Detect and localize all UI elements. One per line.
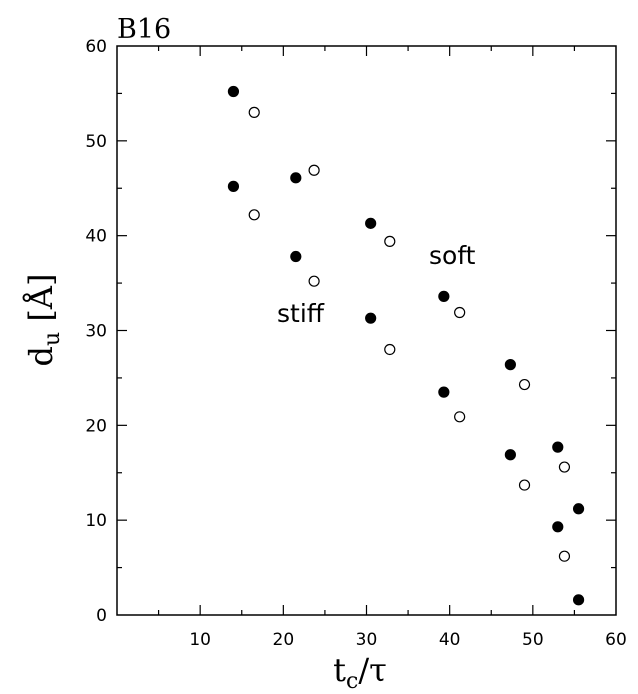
y-tick-label: 0 [96,606,107,626]
x-tick-label: 40 [439,630,461,650]
y-tick-label: 50 [85,132,107,152]
filled-data-point [365,312,377,324]
x-tick-label: 50 [522,630,544,650]
y-tick-label: 40 [85,227,107,247]
panel-label: B16 [117,14,171,45]
open-data-point [558,550,571,562]
open-data-point [384,343,396,356]
filled-data-point [365,217,377,229]
axis-ticks [117,46,616,615]
annotation-soft: soft [429,241,476,270]
tick-labels: 10 20 30 40 50 60 0 10 20 30 40 50 60 [85,37,626,650]
filled-data-point [227,180,240,192]
y-tick-label: 20 [85,416,107,436]
y-axis-label: du [Å] [22,274,65,367]
plot-frame [116,45,617,616]
open-data-point [248,209,260,221]
filled-data-point [504,449,516,461]
open-data-point [454,411,466,423]
open-data-point [518,378,531,391]
x-tick-label: 30 [356,630,378,650]
open-data-point [558,461,571,473]
open-data-point [308,275,320,287]
x-tick-label: 60 [605,630,627,650]
filled-data-point [290,172,302,184]
x-tick-label: 20 [273,630,295,650]
open-data-point [384,235,396,247]
filled-data-point [572,503,585,515]
y-tick-label: 60 [85,37,107,57]
data-points [227,85,585,606]
x-tick-label: 10 [189,630,211,650]
filled-data-point [552,441,564,453]
y-tick-label: 10 [85,511,107,531]
annotation-stiff: stiff [277,299,325,328]
filled-data-point [290,250,302,263]
filled-data-point [438,386,450,398]
open-data-point [248,106,260,118]
x-axis-label: tc/τ [333,651,387,694]
filled-data-point [552,521,564,533]
open-data-point [518,479,531,491]
open-data-point [454,306,466,319]
filled-data-point [227,85,240,98]
open-data-point [308,164,320,176]
filled-data-point [572,594,585,606]
filled-data-point [504,359,516,371]
filled-data-point [438,290,450,302]
y-tick-label: 30 [85,322,107,342]
